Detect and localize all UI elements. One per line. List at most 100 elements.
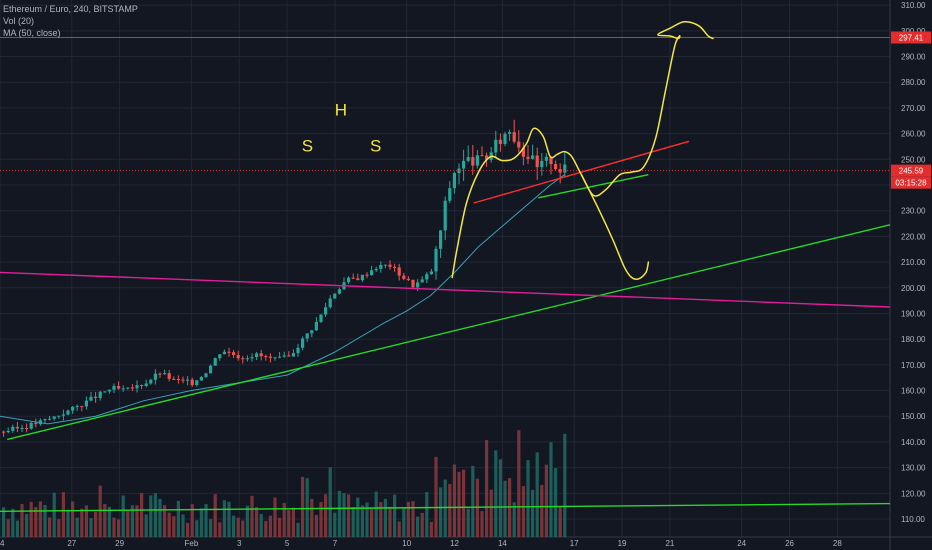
volume-bar xyxy=(425,492,429,537)
volume-bar xyxy=(29,501,33,537)
candle-body xyxy=(498,139,502,144)
candle-body xyxy=(57,415,61,417)
pattern-annotation-label: S xyxy=(370,137,381,156)
volume-bar xyxy=(264,521,268,537)
volume-bar xyxy=(388,506,392,537)
volume-bar xyxy=(48,517,52,537)
candle-body xyxy=(52,416,56,419)
time-axis-tick: 28 xyxy=(833,539,842,548)
volume-bar xyxy=(448,484,452,537)
candle-body xyxy=(434,248,438,272)
volume-bar xyxy=(38,501,42,537)
volume-bar xyxy=(563,433,567,537)
pattern-annotation-label: S xyxy=(302,137,313,156)
volume-bar xyxy=(6,519,10,537)
volume-bar xyxy=(227,501,231,537)
volume-bar xyxy=(521,486,525,537)
price-axis-tick: 290.00 xyxy=(901,53,926,62)
candle-body xyxy=(103,391,107,393)
time-axis-tick: 27 xyxy=(67,539,76,548)
time-axis-tick: 3 xyxy=(237,539,242,548)
candle-body xyxy=(20,427,24,429)
candle-body xyxy=(544,156,548,161)
volume-bar xyxy=(222,500,226,537)
candle-body xyxy=(521,147,525,157)
volume-bar xyxy=(158,498,162,537)
volume-bar xyxy=(190,504,194,537)
candle-body xyxy=(98,391,102,398)
volume-bar xyxy=(130,505,134,537)
price-axis-tick: 190.00 xyxy=(901,309,926,318)
candle-body xyxy=(291,353,295,357)
candle-body xyxy=(84,400,88,407)
volume-bar xyxy=(167,512,171,537)
volume-bar xyxy=(255,507,259,537)
candle-body xyxy=(89,396,93,401)
candle-body xyxy=(158,373,162,375)
candle-body xyxy=(508,132,512,134)
volume-bar xyxy=(140,493,144,537)
time-axis-tick: 7 xyxy=(333,539,338,548)
volume-bar xyxy=(186,522,190,537)
candle-body xyxy=(273,357,277,359)
price-axis-tick: 180.00 xyxy=(901,335,926,344)
candle-body xyxy=(374,268,378,271)
candle-body xyxy=(255,353,259,358)
volume-bar xyxy=(245,505,249,537)
price-badge-label: 297.41 xyxy=(899,33,924,42)
volume-bar xyxy=(98,485,102,537)
volume-bar xyxy=(406,501,410,537)
candle-body xyxy=(480,155,484,157)
volume-bar xyxy=(342,493,346,537)
volume-bar xyxy=(278,517,282,537)
candle-body xyxy=(443,200,447,231)
volume-indicator-label: Vol (20) xyxy=(3,16,35,26)
candle-body xyxy=(29,422,33,429)
volume-bar xyxy=(291,507,295,537)
trend-line xyxy=(0,271,891,308)
volume-bar xyxy=(434,456,438,537)
volume-bar xyxy=(268,515,272,537)
volume-bar xyxy=(319,502,323,537)
candle-body xyxy=(94,396,98,398)
volume-bar xyxy=(66,509,70,537)
candle-body xyxy=(153,373,157,380)
volume-bar xyxy=(540,484,544,537)
candle-body xyxy=(71,406,75,411)
candle-body xyxy=(471,157,475,166)
candle-body xyxy=(66,410,70,415)
candle-body xyxy=(227,351,231,353)
candle-body xyxy=(34,422,38,425)
price-axis-tick: 310.00 xyxy=(901,1,926,10)
candle-body xyxy=(558,169,562,173)
time-axis-tick: 21 xyxy=(665,539,674,548)
candle-body xyxy=(485,155,489,160)
volume-bar xyxy=(337,490,341,537)
volume-bar xyxy=(365,502,369,537)
volume-bar xyxy=(485,440,489,537)
candle-body xyxy=(130,387,134,389)
volume-bar xyxy=(452,464,456,537)
candle-body xyxy=(333,293,337,299)
candle-body xyxy=(411,279,415,288)
volume-bar xyxy=(526,460,530,537)
price-axis-tick: 270.00 xyxy=(901,104,926,113)
volume-bar xyxy=(393,494,397,537)
time-axis-tick: 12 xyxy=(450,539,459,548)
volume-bar xyxy=(397,521,401,537)
candle-body xyxy=(222,351,226,355)
candle-body xyxy=(163,373,167,375)
candle-body xyxy=(287,355,291,357)
volume-bar xyxy=(328,467,332,537)
price-axis-tick: 120.00 xyxy=(901,489,926,498)
candle-body xyxy=(11,426,15,431)
volume-bar xyxy=(457,471,461,537)
volume-bar xyxy=(236,517,240,537)
price-badge xyxy=(891,164,931,177)
volume-bar xyxy=(360,505,364,537)
candle-body xyxy=(48,418,52,420)
time-axis-tick: Feb xyxy=(184,539,198,548)
candle-body xyxy=(420,279,424,283)
